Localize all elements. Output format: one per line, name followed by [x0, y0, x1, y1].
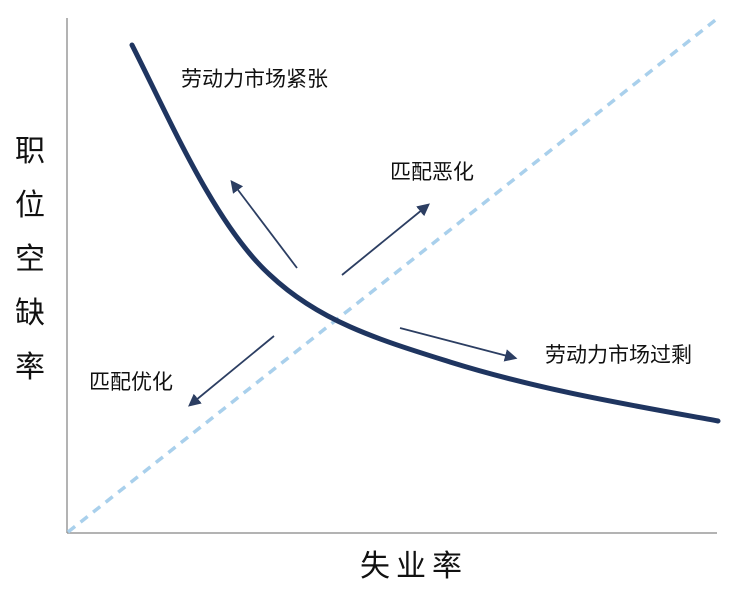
arrow-down-left [188, 335, 275, 407]
arrow-right [399, 327, 518, 362]
annotation-matching-improves: 匹配优化 [89, 370, 173, 394]
beveridge-curve [129, 42, 721, 424]
x-axis-label: 失业率 [360, 549, 468, 584]
arrow-up-left [230, 179, 298, 269]
annotation-labor-market-tight: 劳动力市场紧张 [181, 67, 328, 91]
annotation-matching-worsens: 匹配恶化 [390, 160, 474, 184]
y-axis-label-char-5: 率 [15, 350, 45, 385]
diagonal-dashed-line [66, 16, 720, 534]
arrow-up-right [341, 203, 430, 276]
y-axis-label-char-4: 缺 [15, 296, 45, 331]
y-axis-label-char-2: 位 [15, 188, 45, 223]
y-axis-label-char-3: 空 [15, 242, 45, 277]
y-axis-label-char-1: 职 [15, 134, 45, 169]
annotation-labor-market-surplus: 劳动力市场过剩 [545, 343, 692, 367]
